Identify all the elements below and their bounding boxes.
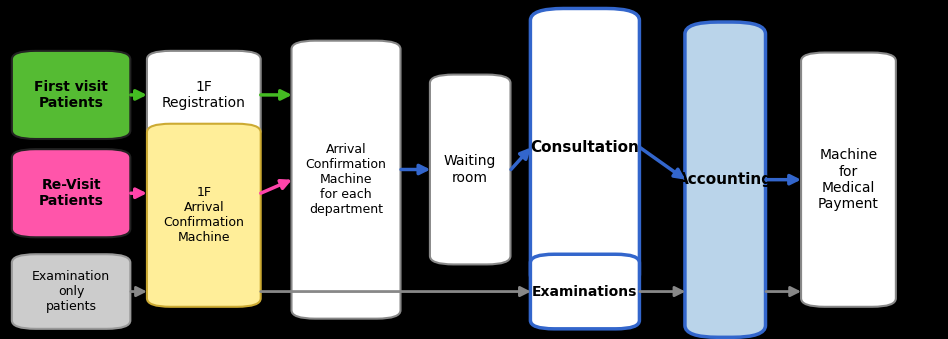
FancyBboxPatch shape [11,149,131,237]
FancyBboxPatch shape [11,254,131,329]
FancyBboxPatch shape [684,22,765,337]
Text: Examinations: Examinations [532,284,638,299]
FancyBboxPatch shape [291,41,400,319]
Text: Examination
only
patients: Examination only patients [32,270,110,313]
Text: 1F
Arrival
Confirmation
Machine: 1F Arrival Confirmation Machine [163,186,245,244]
FancyBboxPatch shape [147,124,261,307]
Text: Accounting: Accounting [677,172,774,187]
FancyBboxPatch shape [429,75,510,264]
FancyBboxPatch shape [530,8,639,286]
Text: Re-Visit
Patients: Re-Visit Patients [39,178,103,208]
FancyBboxPatch shape [11,51,131,139]
Text: Arrival
Confirmation
Machine
for each
department: Arrival Confirmation Machine for each de… [305,143,387,216]
FancyBboxPatch shape [530,254,639,329]
Text: Machine
for
Medical
Payment: Machine for Medical Payment [818,148,879,211]
Text: Consultation: Consultation [531,140,639,155]
Text: First visit
Patients: First visit Patients [34,80,108,110]
Text: 1F
Registration: 1F Registration [162,80,246,110]
FancyBboxPatch shape [147,51,261,139]
FancyBboxPatch shape [801,53,896,307]
Text: Waiting
room: Waiting room [444,154,497,185]
